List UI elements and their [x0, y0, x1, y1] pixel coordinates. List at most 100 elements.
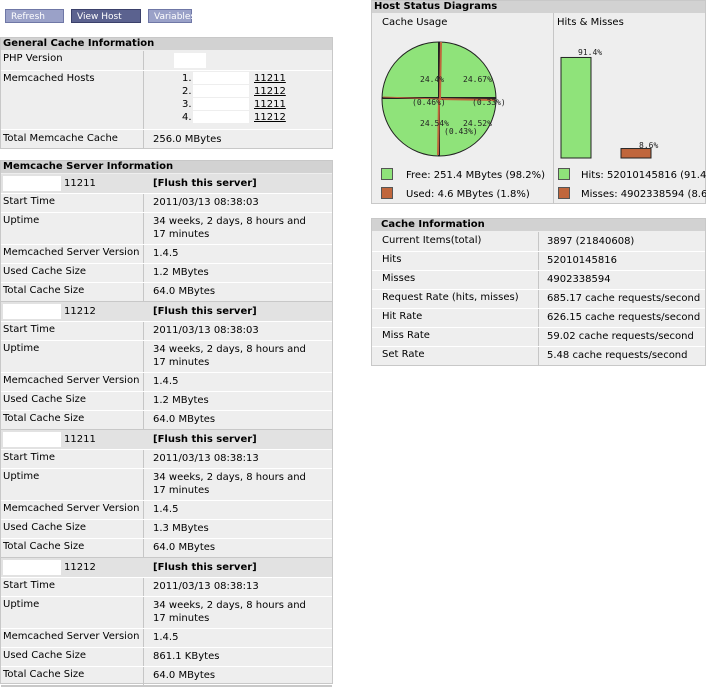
memcached-hosts-label: Memcached Hosts: [3, 73, 95, 84]
host-link[interactable]: 11211: [254, 73, 286, 84]
server-uptime-value: 34 weeks, 2 days, 8 hours and 17 minutes: [153, 216, 306, 240]
misses-legend-swatch: [558, 187, 570, 199]
flush-server-button[interactable]: [Flush this server]: [153, 562, 257, 573]
hits-legend-text: Hits: 52010145816 (91.4%): [581, 170, 706, 181]
hits-misses-title: Hits & Misses: [557, 17, 624, 28]
free-legend-text: Free: 251.4 MBytes (98.2%): [406, 170, 546, 181]
server-start-row: Start Time 2011/03/13 08:38:03: [1, 194, 332, 213]
server-total-row: Total Cache Size 64.0 MBytes: [1, 667, 332, 685]
server-start-value: 2011/03/13 08:38:03: [153, 197, 259, 208]
server-used-label: Used Cache Size: [3, 650, 87, 661]
server-port: 11211: [64, 434, 96, 445]
pie-label-3: (0.46%): [412, 98, 446, 107]
cache-info-panel: Cache Information Current Items(total) 38…: [371, 218, 706, 366]
server-uptime-row: Uptime 34 weeks, 2 days, 8 hours and 17 m…: [1, 469, 332, 501]
server-total-value: 64.0 MBytes: [153, 670, 216, 681]
flush-server-button[interactable]: [Flush this server]: [153, 434, 257, 445]
server-port: 11212: [64, 306, 96, 317]
server-uptime-value: 34 weeks, 2 days, 8 hours and 17 minutes: [153, 600, 306, 624]
server-total-label: Total Cache Size: [3, 285, 85, 296]
used-legend-swatch: [381, 187, 393, 199]
server-uptime-row: Uptime 34 weeks, 2 days, 8 hours and 17 m…: [1, 597, 332, 629]
server-version-row: Memcached Server Version 1.4.5: [1, 501, 332, 520]
server-address-redacted: [3, 176, 61, 191]
server-start-row: Start Time 2011/03/13 08:38:13: [1, 450, 332, 469]
host-status-title: Host Status Diagrams: [372, 1, 705, 13]
misses-bar: [620, 148, 652, 159]
server-uptime-value: 34 weeks, 2 days, 8 hours and 17 minutes: [153, 472, 306, 496]
total-cache-value: 256.0 MBytes: [153, 134, 222, 145]
cache-info-label: Set Rate: [382, 349, 425, 360]
cache-info-value: 685.17 cache requests/second: [547, 293, 701, 304]
host-address-redacted: [193, 85, 249, 97]
flush-server-button[interactable]: [Flush this server]: [153, 178, 257, 189]
host-address-redacted: [193, 98, 249, 110]
misses-legend-text: Misses: 4902338594 (8.6%): [581, 189, 706, 200]
server-used-value: 861.1 KBytes: [153, 651, 220, 662]
server-start-label: Start Time: [3, 452, 56, 463]
total-cache-label: Total Memcache Cache: [3, 133, 118, 144]
host-link[interactable]: 11211: [254, 99, 286, 110]
server-used-value: 1.2 MBytes: [153, 395, 209, 406]
host-link[interactable]: 11212: [254, 112, 286, 123]
server-version-row: Memcached Server Version 1.4.5: [1, 629, 332, 648]
hits-legend-swatch: [558, 168, 570, 180]
server-uptime-value: 34 weeks, 2 days, 8 hours and 17 minutes: [153, 344, 306, 368]
server-used-row: Used Cache Size 861.1 KBytes: [1, 648, 332, 667]
server-total-row: Total Cache Size 64.0 MBytes: [1, 283, 332, 301]
cache-info-row: Request Rate (hits, misses) 685.17 cache …: [372, 290, 705, 308]
flush-server-button[interactable]: [Flush this server]: [153, 306, 257, 317]
server-block: 11212 [Flush this server] Start Time 2011/0…: [1, 302, 332, 431]
server-port: 11212: [64, 562, 96, 573]
server-version-value: 1.4.5: [153, 504, 179, 515]
server-header-row: 11212 [Flush this server]: [1, 558, 332, 577]
server-total-label: Total Cache Size: [3, 669, 85, 680]
cache-info-label: Current Items(total): [382, 235, 482, 246]
variables-button[interactable]: Variables: [148, 9, 195, 23]
pie-label-6: 24.52%: [463, 119, 492, 128]
cache-info-value: 59.02 cache requests/second: [547, 331, 694, 342]
server-start-label: Start Time: [3, 324, 56, 335]
server-total-label: Total Cache Size: [3, 413, 85, 424]
cache-info-value: 4902338594: [547, 274, 611, 285]
used-legend-text: Used: 4.6 MBytes (1.8%): [406, 189, 530, 200]
server-block: 11212 [Flush this server] Start Time 2011/0…: [1, 558, 332, 687]
hits-bar: [560, 56, 592, 159]
host-link[interactable]: 11212: [254, 86, 286, 97]
cache-info-label: Hits: [382, 254, 402, 265]
server-version-value: 1.4.5: [153, 376, 179, 387]
server-used-label: Used Cache Size: [3, 522, 87, 533]
cache-info-row: Hit Rate 626.15 cache requests/second: [372, 309, 705, 327]
server-version-label: Memcached Server Version: [3, 375, 140, 386]
server-used-label: Used Cache Size: [3, 394, 87, 405]
server-used-row: Used Cache Size 1.2 MBytes: [1, 392, 332, 411]
host-index: 1.: [182, 73, 192, 84]
server-start-row: Start Time 2011/03/13 08:38:03: [1, 322, 332, 341]
server-info-panel: Memcache Server Information 11211 [Flush …: [0, 160, 333, 687]
memcached-hosts-row: Memcached Hosts 1. 11211 2. 11212 3. 11211 4. 1…: [1, 71, 332, 128]
cache-info-row: Miss Rate 59.02 cache requests/second: [372, 328, 705, 346]
cache-info-value: 626.15 cache requests/second: [547, 312, 701, 323]
server-version-label: Memcached Server Version: [3, 631, 140, 642]
host-address-redacted: [193, 111, 249, 123]
host-address-redacted: [193, 72, 249, 84]
server-used-row: Used Cache Size 1.3 MBytes: [1, 520, 332, 539]
refresh-data-button[interactable]: Refresh Data: [5, 9, 64, 36]
server-address-redacted: [3, 560, 61, 575]
server-used-value: 1.3 MBytes: [153, 523, 209, 534]
php-version-value: [174, 53, 206, 68]
server-info-title: Memcache Server Information: [1, 161, 332, 173]
server-version-value: 1.4.5: [153, 248, 179, 259]
total-cache-row: Total Memcache Cache 256.0 MBytes: [1, 130, 332, 149]
cache-info-label: Hit Rate: [382, 311, 423, 322]
cache-info-value: 52010145816: [547, 255, 617, 266]
server-uptime-label: Uptime: [3, 343, 40, 354]
cache-info-label: Request Rate (hits, misses): [382, 292, 519, 303]
cache-info-row: Set Rate 5.48 cache requests/second: [372, 347, 705, 365]
view-host-stats-button[interactable]: View Host Stats: [71, 9, 141, 36]
php-version-label: PHP Version: [3, 53, 63, 64]
server-used-label: Used Cache Size: [3, 266, 87, 277]
hits-misses-bar-chart: [560, 56, 652, 159]
php-version-row: PHP Version: [1, 51, 332, 70]
cache-usage-pie-chart: [381, 41, 497, 157]
